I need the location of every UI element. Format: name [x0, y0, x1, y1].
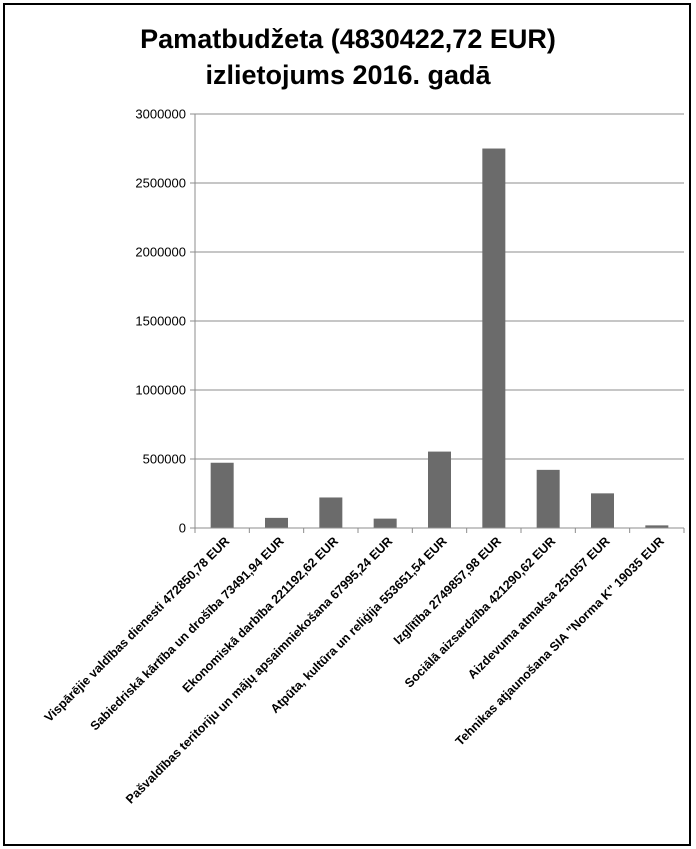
- y-tick-labels: 0 500000 1000000 1500000 2000000 2500000 30000…: [135, 107, 186, 536]
- y-tick-label: 2500000: [135, 176, 186, 191]
- bar: [319, 497, 343, 528]
- chart-title-line-2: izlietojums 2016. gadā: [205, 60, 491, 90]
- y-tick-label: 0: [179, 521, 186, 536]
- category-label: Pašvaldības teritoriju un mājų apsaimnie…: [123, 534, 395, 806]
- chart-title-line-1: Pamatbudžeta (4830422,72 EUR): [140, 24, 556, 54]
- bars: [210, 148, 669, 528]
- bar: [210, 462, 234, 528]
- category-label: Sabiedriskā kārtība un drošība 73491,94 …: [88, 534, 287, 733]
- category-label: Vispārējie valdības dienesti 472850,78 E…: [42, 534, 233, 725]
- axes: [190, 113, 685, 533]
- y-tick-label: 3000000: [135, 107, 186, 122]
- category-labels: Vispārējie valdības dienesti 472850,78 E…: [42, 534, 667, 806]
- y-tick-label: 1000000: [135, 383, 186, 398]
- category-label: Tehnikas atjaunošana SIA "Norma K" 19035…: [453, 534, 667, 748]
- bar: [482, 148, 506, 528]
- y-tick-label: 2000000: [135, 245, 186, 260]
- bar: [645, 525, 669, 528]
- y-tick-label: 1500000: [135, 314, 186, 329]
- chart-frame: [3, 3, 691, 846]
- bar: [373, 518, 397, 528]
- bar: [428, 451, 451, 528]
- category-label: Izglītība 2749857,98 EUR: [391, 534, 504, 647]
- bar: [591, 493, 614, 528]
- y-tick-label: 500000: [143, 452, 186, 467]
- bar: [536, 469, 560, 528]
- gridlines: [195, 113, 684, 460]
- bar: [265, 517, 288, 528]
